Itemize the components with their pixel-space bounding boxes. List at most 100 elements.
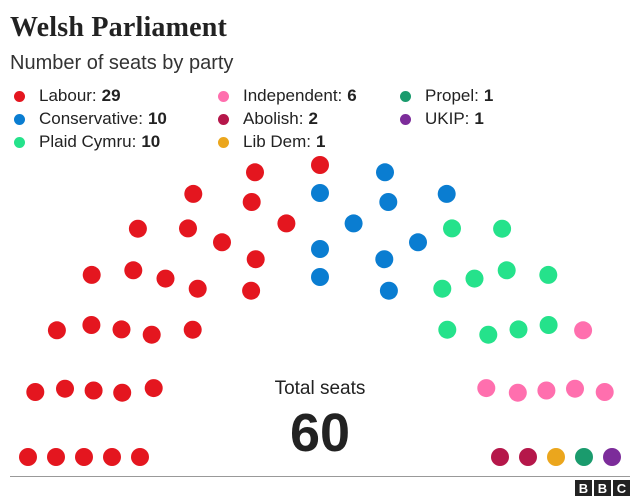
legend-dot-ukip [400,113,411,125]
legend-item-abolish: Abolish: 2 [218,109,318,129]
seat-labour [124,261,143,280]
legend-label: Conservative: [39,109,143,128]
seat-labour [84,381,103,400]
legend-item-propel: Propel: 1 [400,86,493,106]
legend-dot-propel [400,90,411,102]
legend-item-independent: Independent: 6 [218,86,357,106]
bbc-logo: B B C [575,480,630,496]
legend-value: 2 [308,109,318,128]
footer-divider [10,476,630,477]
seat-independent [566,379,584,398]
legend-item-conservative: Conservative: 10 [14,109,167,129]
seat-conservative [311,184,329,202]
seat-labour [156,269,175,288]
legend-item-ukip: UKIP: 1 [400,109,484,129]
seat-conservative [437,184,456,203]
bbc-logo-letter: B [575,480,592,496]
seat-labour [188,279,207,298]
seat-propel [575,448,593,466]
chart-subtitle: Number of seats by party [10,52,234,74]
seat-plaid-cymru [509,320,528,339]
seat-labour [56,379,74,398]
legend: Labour: 29 Conservative: 10 Plaid Cymru:… [14,86,614,158]
bbc-logo-letter: B [594,480,611,496]
seat-plaid-cymru [433,279,452,298]
legend-label: Independent: [243,86,343,105]
seat-independent [595,383,614,401]
legend-item-lib-dem: Lib Dem: 1 [218,132,326,152]
seat-labour [184,184,203,203]
seat-independent [508,383,527,402]
seat-abolish [491,448,509,466]
seat-labour [128,219,147,238]
seat-conservative [311,240,329,258]
legend-value: 1 [316,132,326,151]
seat-ukip [603,448,621,466]
seat-labour [103,448,121,466]
seat-labour [311,156,329,174]
seat-labour [246,250,265,269]
seat-plaid-cymru [539,316,558,334]
legend-value: 10 [141,132,161,151]
seat-labour [179,219,197,238]
legend-item-labour: Labour: 29 [14,86,121,106]
seat-lib-dem [547,448,565,466]
legend-value: 6 [347,86,357,105]
legend-dot-labour [14,90,25,102]
chart-title: Welsh Parliament [10,12,228,43]
seat-labour [47,448,65,466]
seat-labour [144,379,163,398]
legend-label: Lib Dem: [243,132,312,151]
seat-labour [183,320,202,339]
legend-label: Propel: [425,86,479,105]
seat-plaid-cymru [479,325,498,344]
seat-labour [277,214,296,233]
bbc-logo-letter: C [613,480,630,496]
seat-labour [131,448,149,466]
seat-plaid-cymru [539,265,558,284]
legend-label: UKIP: [425,109,470,128]
seat-conservative [311,268,329,286]
seat-plaid-cymru [465,269,484,288]
legend-dot-independent [218,90,229,102]
seat-labour [113,383,132,402]
seat-independent [537,381,556,400]
seat-labour [112,320,131,339]
legend-value: 10 [147,109,167,128]
legend-dot-abolish [218,113,229,125]
legend-label: Plaid Cymru: [39,132,137,151]
seat-labour [242,193,261,211]
seat-labour [213,233,231,252]
seat-labour [242,281,261,300]
seat-independent [574,321,593,340]
seat-labour [142,325,161,344]
legend-value: 1 [474,109,484,128]
legend-dot-conservative [14,113,25,125]
seat-plaid-cymru [493,219,512,238]
seat-labour [82,265,101,284]
seat-conservative [409,233,427,252]
seat-conservative [379,281,398,300]
seat-conservative [379,193,398,211]
legend-label: Labour: [39,86,97,105]
seat-labour [47,321,66,340]
legend-dot-lib-dem [218,136,229,148]
seat-plaid-cymru [438,320,457,339]
seat-plaid-cymru [497,261,516,280]
seat-plaid-cymru [443,219,461,238]
seat-labour [75,448,93,466]
seat-conservative [376,163,394,182]
legend-item-plaid-cymru: Plaid Cymru: 10 [14,132,160,152]
legend-value: 29 [101,86,121,105]
legend-value: 1 [483,86,494,105]
seat-independent [477,379,496,398]
total-seats-value: 60 [289,403,351,463]
seat-conservative [344,214,363,233]
legend-dot-plaid-cymru [14,136,25,148]
seat-labour [19,448,37,466]
total-seats-label: Total seats [274,378,366,399]
seat-abolish [519,448,537,466]
seat-labour [26,383,45,401]
seat-labour [82,316,101,334]
